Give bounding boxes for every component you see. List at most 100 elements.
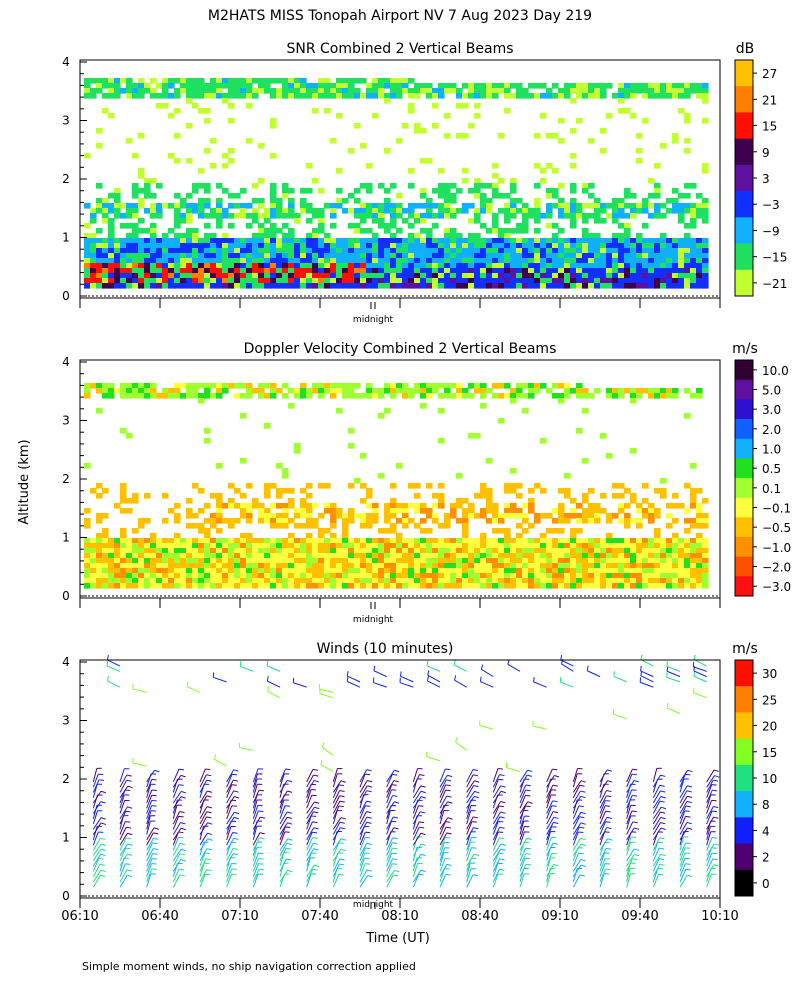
data-cell [696,513,703,519]
data-cell [630,543,637,549]
data-cell [108,208,115,214]
data-cell [510,538,517,544]
data-cell [174,553,181,559]
data-cell [420,128,427,134]
data-cell [402,503,409,509]
data-cell [276,248,283,254]
data-cell [156,283,163,289]
wind-barb [652,785,661,798]
wind-barb [652,858,660,872]
data-cell [318,83,325,89]
data-cell [690,463,697,469]
data-cell [600,573,607,579]
data-cell [264,273,271,279]
data-cell [210,83,217,89]
data-cell [582,183,589,189]
data-cell [696,83,703,89]
data-cell [156,208,163,214]
data-cell [342,573,349,579]
data-cell [390,93,397,99]
data-cell [558,543,565,549]
data-cell [624,518,631,524]
data-cell [408,283,415,289]
data-cell [330,508,337,514]
data-cell [390,283,397,289]
data-cell [612,218,619,224]
data-cell [300,508,307,514]
wind-barb [412,863,419,877]
data-cell [252,543,259,549]
data-cell [282,518,289,524]
wind-barb-feather [659,837,665,840]
data-cell [570,83,577,89]
data-cell [390,568,397,574]
data-cell [264,508,271,514]
wind-barb-feather [392,858,398,861]
data-cell [462,563,469,569]
data-cell [528,278,535,284]
data-cell [258,248,265,254]
data-cell [210,258,217,264]
wind-barb [306,843,314,856]
data-cell [288,88,295,94]
data-cell [480,203,487,209]
wind-barb-feather [126,779,132,782]
wind-barb [572,822,582,835]
data-cell [120,553,127,559]
data-cell [294,213,301,219]
data-cell [402,563,409,569]
wind-barb [359,852,366,867]
data-cell [534,248,541,254]
data-cell [168,153,175,159]
wind-barb [666,707,681,714]
data-cell [348,208,355,214]
data-cell [300,88,307,94]
data-cell [318,558,325,564]
data-cell [300,208,307,214]
data-cell [618,568,625,574]
data-cell [450,253,457,259]
data-cell [510,553,517,559]
data-cell [696,518,703,524]
data-cell [510,508,517,514]
data-cell [702,88,709,94]
data-cell [120,498,127,504]
data-cell [390,513,397,519]
data-cell [402,253,409,259]
data-cell [282,83,289,89]
data-cell [408,538,415,544]
data-cell [564,488,571,494]
data-cell [222,83,229,89]
data-cell [162,393,169,399]
data-cell [246,483,253,489]
data-cell [606,248,613,254]
wind-barb-feather [473,816,479,819]
data-cell [252,258,259,264]
data-cell [324,248,331,254]
wind-barb-feather [205,873,211,876]
data-cell [150,233,157,239]
data-cell [342,258,349,264]
data-cell [258,508,265,514]
data-cell [84,563,91,569]
data-cell [84,583,91,589]
data-cell [504,528,511,534]
wind-barb-feather [553,864,559,867]
data-cell [288,503,295,509]
data-cell [282,538,289,544]
data-cell [324,278,331,284]
data-cell [222,238,229,244]
data-cell [486,578,493,584]
data-cell [258,258,265,264]
data-cell [684,518,691,524]
data-cell [96,248,103,254]
data-cell [648,243,655,249]
data-cell [540,83,547,89]
data-cell [186,263,193,269]
data-cell [270,513,277,519]
data-cell [180,563,187,569]
data-cell [408,108,415,114]
data-cell [654,508,661,514]
data-cell [510,208,517,214]
data-cell [216,463,223,469]
